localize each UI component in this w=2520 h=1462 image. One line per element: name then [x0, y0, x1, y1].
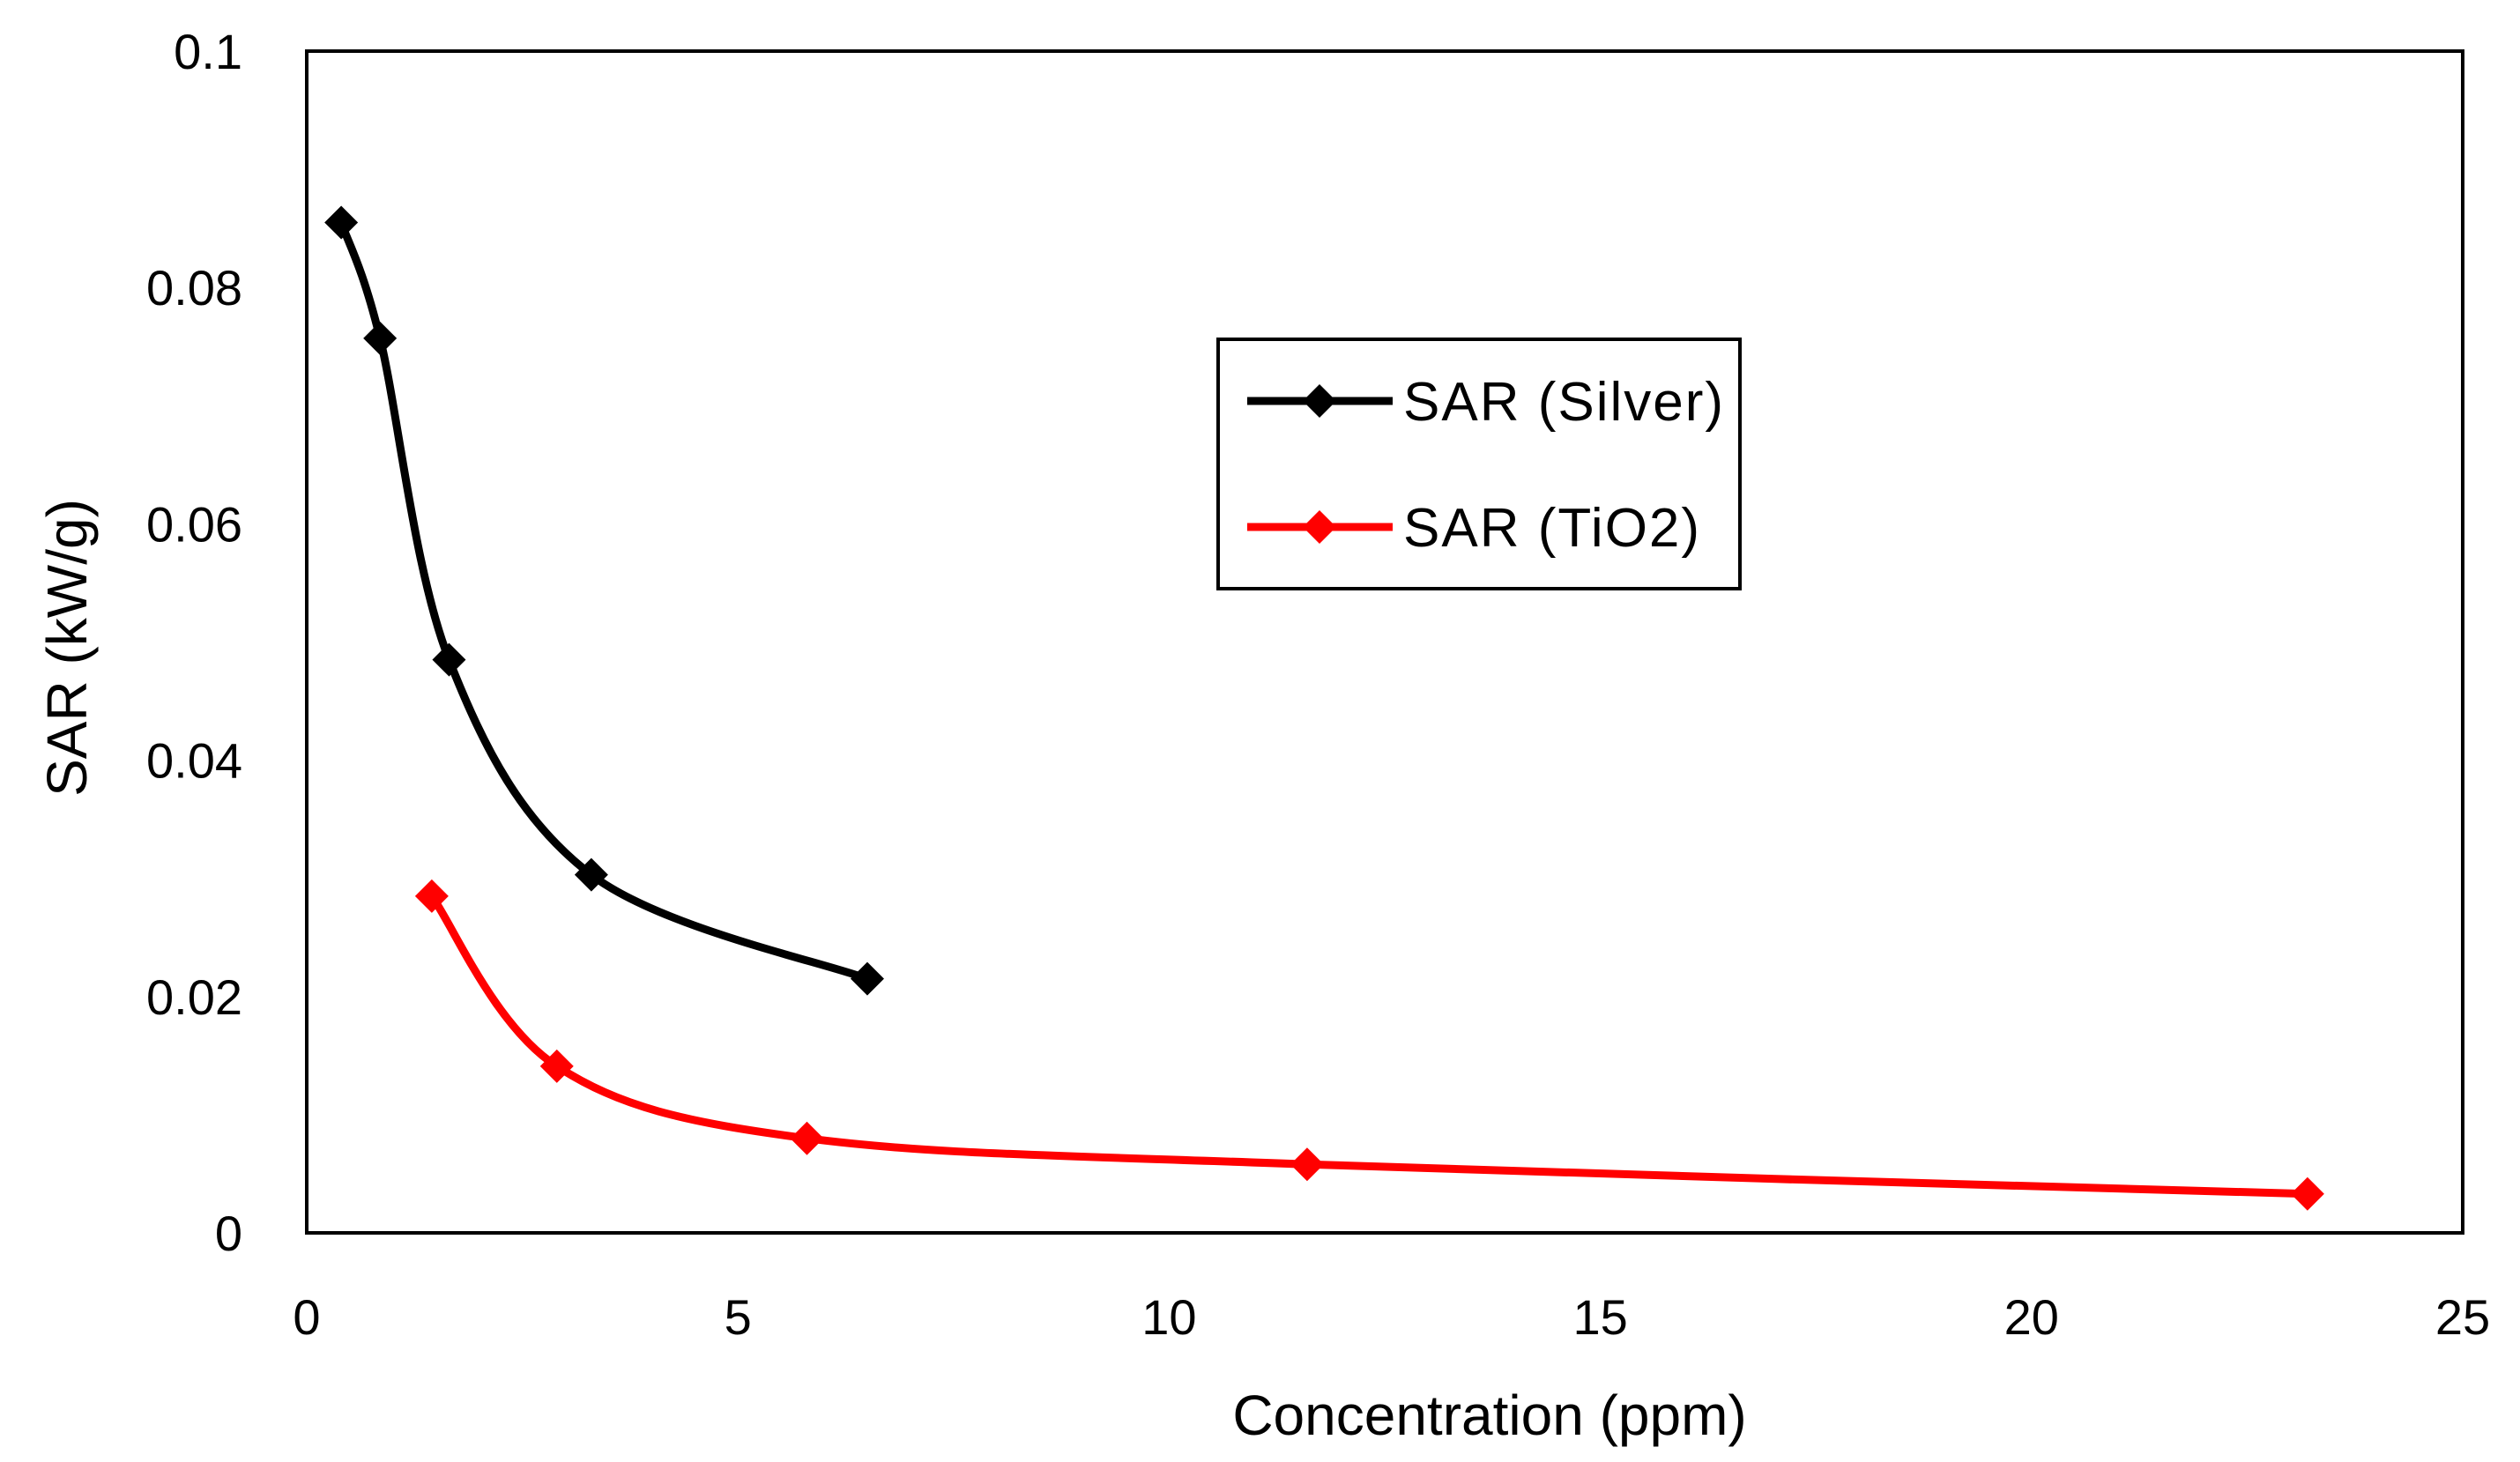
- y-axis-title: SAR (kW/g): [35, 499, 99, 797]
- data-point-marker: [432, 642, 466, 677]
- x-tick-label: 15: [1572, 1289, 1627, 1345]
- legend: SAR (Silver) SAR (TiO2): [1216, 338, 1742, 590]
- data-point-marker: [790, 1121, 824, 1155]
- y-tick-label: 0.1: [174, 24, 242, 79]
- y-tick-label: 0.06: [146, 496, 242, 552]
- y-tick-label: 0.08: [146, 260, 242, 315]
- data-point-marker: [1290, 1147, 1324, 1182]
- x-tick-label: 25: [2435, 1289, 2490, 1345]
- data-point-marker: [850, 961, 884, 996]
- data-point-marker: [363, 321, 398, 355]
- series-tio2: [414, 879, 2324, 1211]
- series-silver: [324, 205, 884, 996]
- y-tick-label: 0: [215, 1206, 242, 1261]
- y-tick-label: 0.02: [146, 969, 242, 1025]
- plot-area: [305, 49, 2464, 1235]
- x-tick-label: 10: [1141, 1289, 1196, 1345]
- legend-box: [1216, 338, 1742, 590]
- x-axis-tick-labels: 0 5 10 15 20 25: [293, 1289, 2490, 1345]
- data-point-marker: [574, 857, 608, 892]
- x-tick-label: 5: [725, 1289, 752, 1345]
- x-tick-label: 0: [293, 1289, 320, 1345]
- series-layer: [324, 205, 2324, 1211]
- data-point-marker: [324, 205, 359, 240]
- data-point-marker: [2290, 1176, 2324, 1211]
- data-point-marker: [414, 879, 449, 913]
- x-tick-label: 20: [2004, 1289, 2059, 1345]
- legend-marker: [1303, 384, 1336, 418]
- legend-marker: [1303, 510, 1336, 544]
- data-point-marker: [539, 1049, 574, 1083]
- legend-label: SAR (Silver): [1403, 372, 1725, 433]
- y-tick-label: 0.04: [146, 733, 242, 789]
- legend-label: SAR (TiO2): [1403, 498, 1701, 559]
- legend-entries: SAR (Silver) SAR (TiO2): [1247, 372, 1725, 559]
- x-axis-title: Concentration (ppm): [1232, 1384, 1746, 1447]
- y-axis-tick-labels: 0 0.02 0.04 0.06 0.08 0.1: [146, 24, 242, 1261]
